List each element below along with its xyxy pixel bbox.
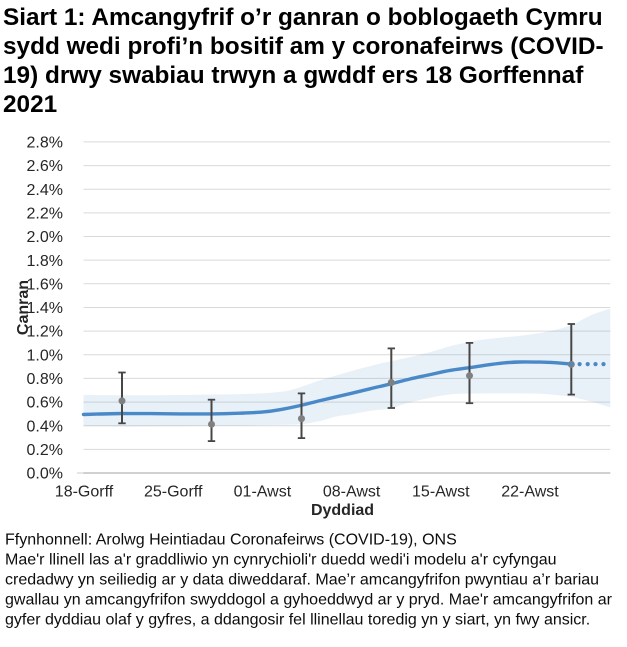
svg-text:2.0%: 2.0% bbox=[27, 229, 63, 246]
svg-text:Ffynhonnell: Arolwg Heintiadau: Ffynhonnell: Arolwg Heintiadau Coronafei… bbox=[5, 532, 457, 549]
svg-text:2021: 2021 bbox=[3, 91, 57, 118]
svg-text:1.0%: 1.0% bbox=[27, 347, 63, 364]
svg-text:2.2%: 2.2% bbox=[27, 206, 63, 223]
svg-text:2.4%: 2.4% bbox=[27, 182, 63, 199]
svg-text:0.6%: 0.6% bbox=[27, 395, 63, 412]
svg-text:gyfer dyddiau olaf y gyfres, a: gyfer dyddiau olaf y gyfres, a ddangosir… bbox=[5, 612, 590, 629]
svg-text:0.2%: 0.2% bbox=[27, 442, 63, 459]
svg-text:credadwy yn seiliedig ar y dat: credadwy yn seiliedig ar y data diweddar… bbox=[5, 572, 599, 589]
svg-text:0.0%: 0.0% bbox=[27, 466, 63, 483]
svg-text:18-Gorff: 18-Gorff bbox=[55, 484, 114, 501]
svg-text:gwallau yn amcangyfrifon swydd: gwallau yn amcangyfrifon swyddogol a gyh… bbox=[5, 592, 613, 609]
svg-text:08-Awst: 08-Awst bbox=[323, 484, 381, 501]
svg-text:Mae'r llinell las a'r graddliw: Mae'r llinell las a'r graddliwio yn cynr… bbox=[5, 552, 557, 569]
svg-text:1.2%: 1.2% bbox=[27, 324, 63, 341]
svg-text:0.8%: 0.8% bbox=[27, 371, 63, 388]
svg-text:15-Awst: 15-Awst bbox=[412, 484, 470, 501]
svg-text:25-Gorff: 25-Gorff bbox=[144, 484, 203, 501]
svg-text:2.6%: 2.6% bbox=[27, 158, 63, 175]
svg-text:1.8%: 1.8% bbox=[27, 253, 63, 270]
svg-text:Dyddiad: Dyddiad bbox=[311, 502, 374, 519]
svg-text:Siart 1: Amcangyfrif o’r ganra: Siart 1: Amcangyfrif o’r ganran o boblog… bbox=[3, 4, 603, 31]
svg-text:0.4%: 0.4% bbox=[27, 418, 63, 435]
svg-text:2.8%: 2.8% bbox=[27, 135, 63, 152]
svg-text:1.4%: 1.4% bbox=[27, 300, 63, 317]
svg-text:19) drwy swabiau trwyn a gwddf: 19) drwy swabiau trwyn a gwddf ers 18 Go… bbox=[3, 62, 584, 89]
svg-text:01-Awst: 01-Awst bbox=[234, 484, 292, 501]
svg-text:Canran: Canran bbox=[15, 280, 32, 335]
svg-text:1.6%: 1.6% bbox=[27, 276, 63, 293]
svg-text:sydd wedi profi’n bositif am y: sydd wedi profi’n bositif am y coronafei… bbox=[3, 33, 604, 60]
svg-text:22-Awst: 22-Awst bbox=[501, 484, 559, 501]
